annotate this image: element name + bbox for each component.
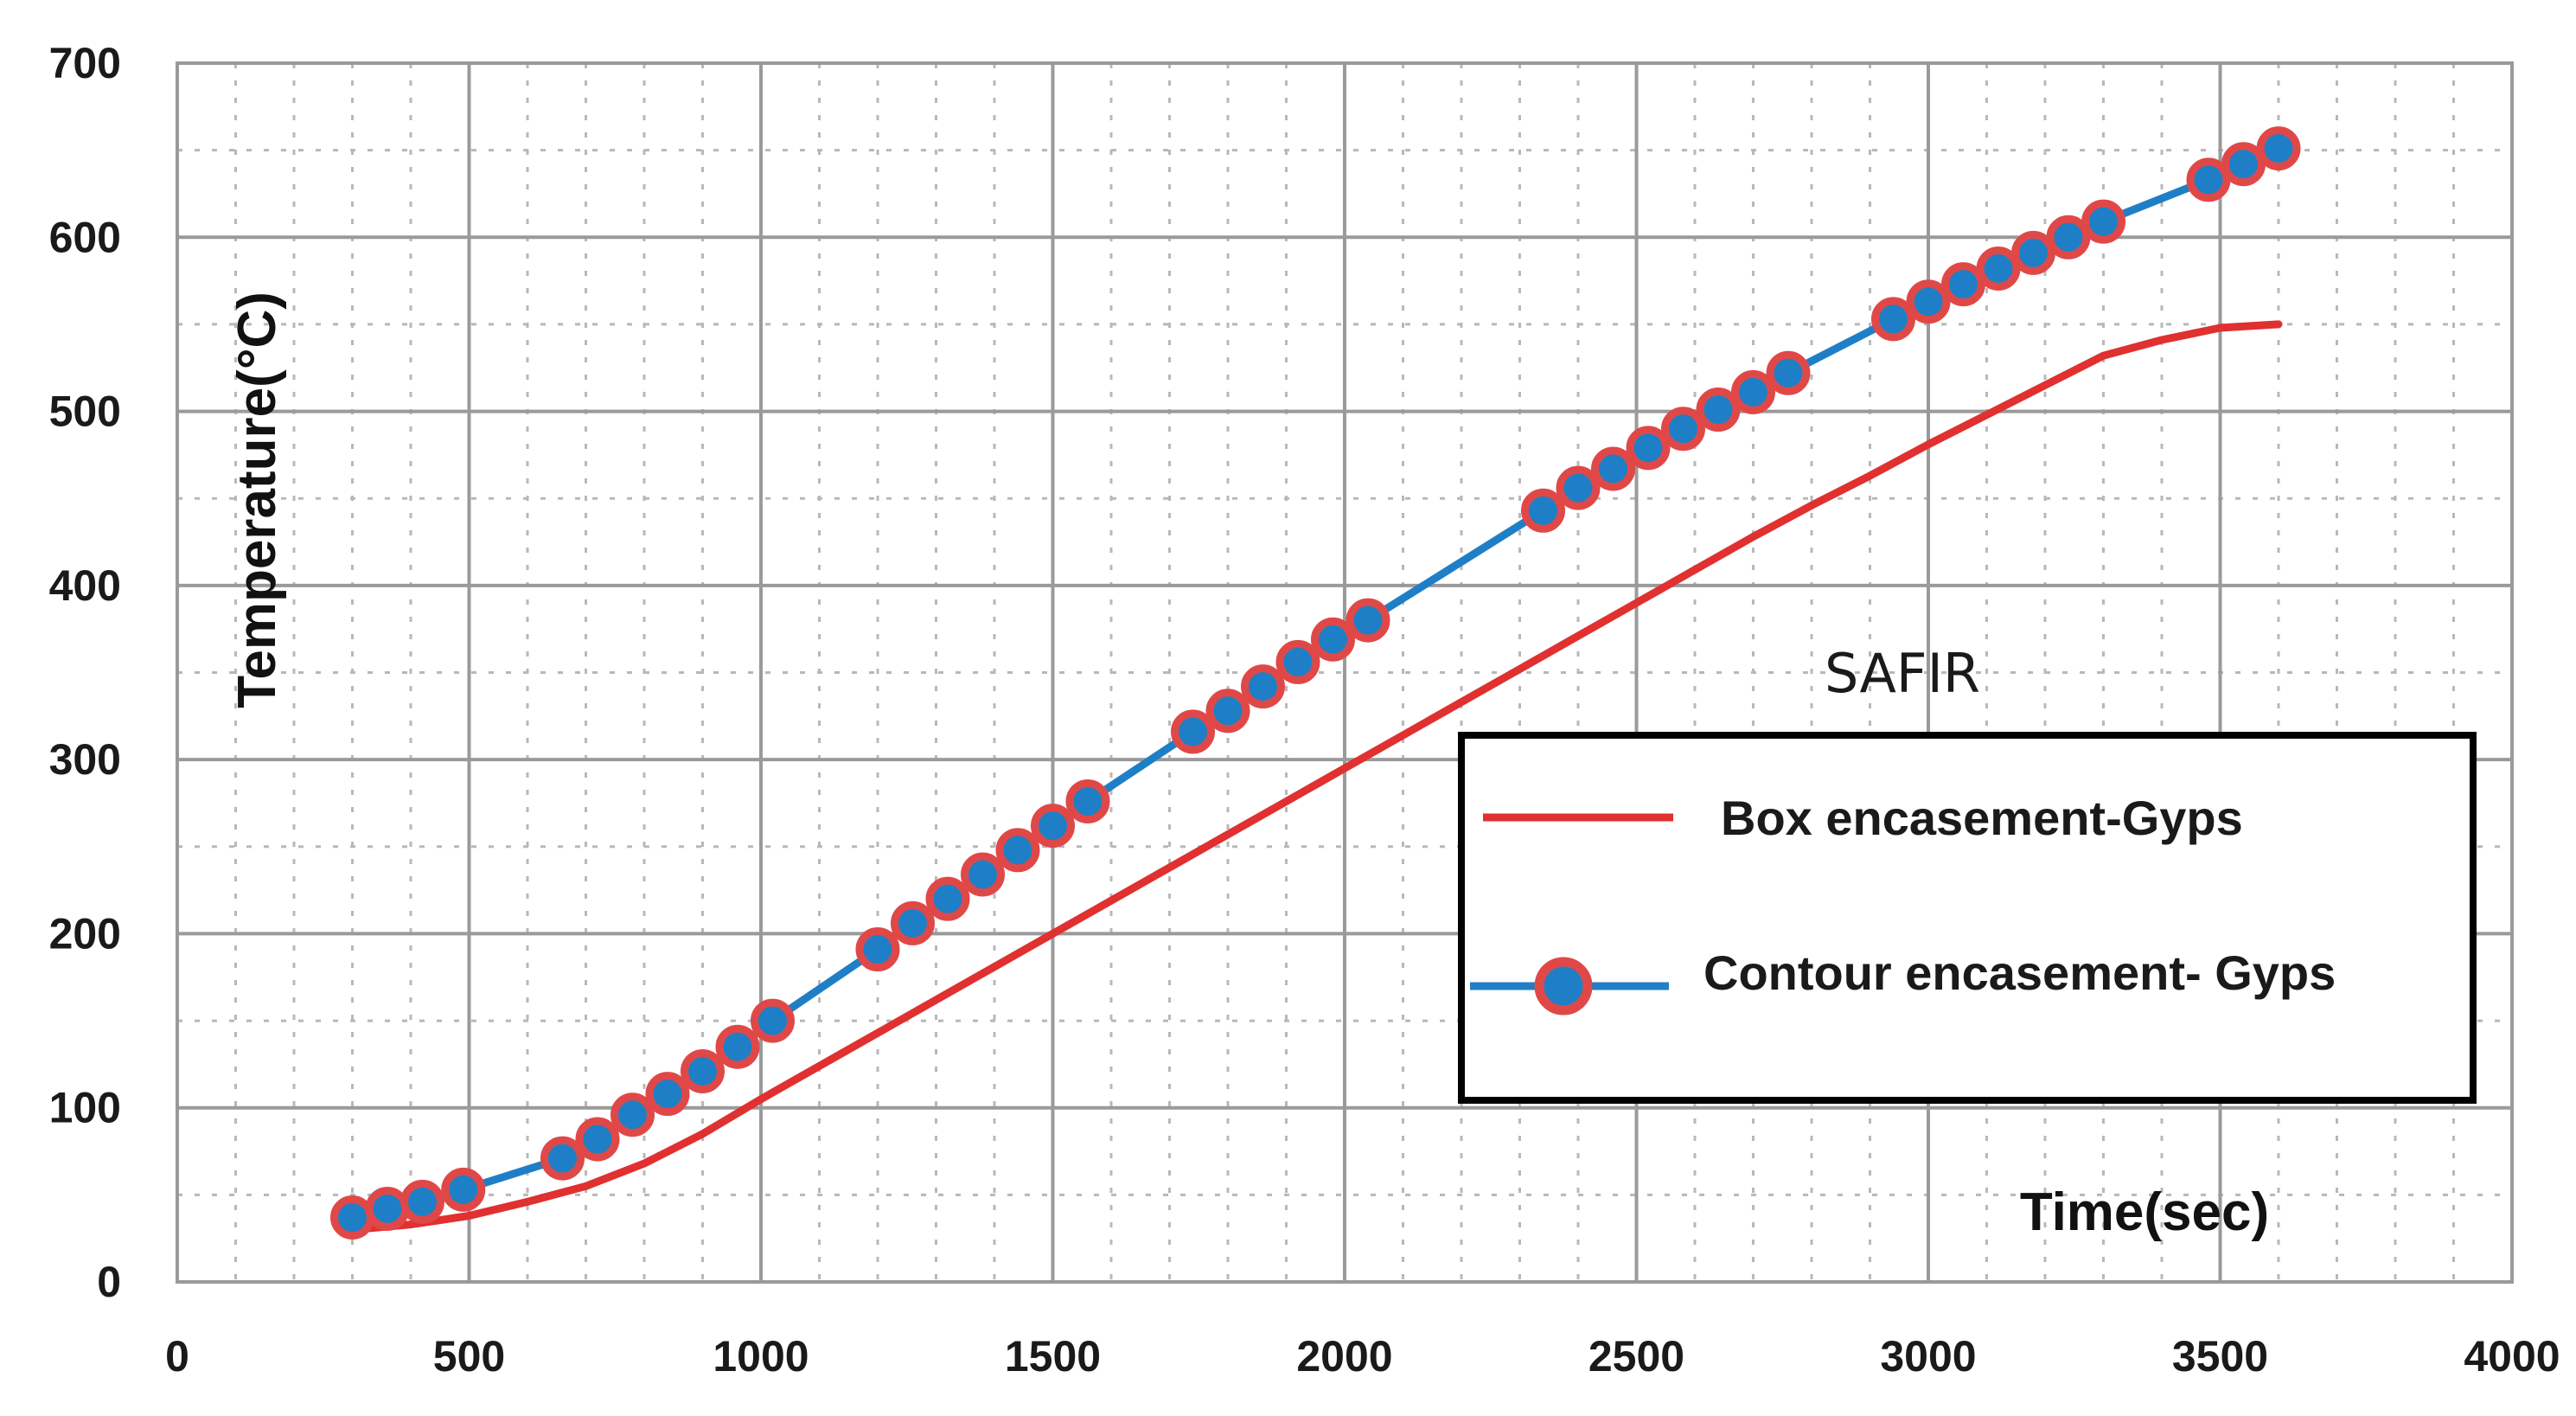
- data-point: [1766, 350, 1811, 395]
- data-point: [1346, 598, 1390, 643]
- legend-label-contour-encasement: Contour encasement- Gyps: [1703, 945, 2336, 1000]
- y-tick-label: 100: [49, 1084, 121, 1132]
- data-point: [2081, 199, 2125, 244]
- y-tick-label: 300: [49, 735, 121, 784]
- data-point: [1661, 407, 1705, 452]
- x-tick-label: 0: [165, 1332, 189, 1381]
- x-tick-label: 1000: [713, 1332, 809, 1381]
- data-point: [1521, 488, 1565, 533]
- x-tick-label: 2500: [1588, 1332, 1684, 1381]
- data-point: [995, 828, 1040, 873]
- safir-annotation: SAFIR: [1825, 642, 1980, 705]
- data-point: [1205, 689, 1250, 734]
- data-point: [330, 1195, 374, 1240]
- x-axis-tick-labels: 0 500 1000 1500 2000 2500 3000 3500 4000: [165, 1332, 2560, 1381]
- data-point: [441, 1167, 486, 1212]
- data-point: [1906, 279, 1951, 324]
- x-tick-label: 1500: [1005, 1332, 1101, 1381]
- data-point: [1171, 709, 1215, 754]
- data-point: [1626, 426, 1671, 471]
- data-point: [2186, 157, 2231, 202]
- legend-marker-contour-encasement: [1534, 957, 1593, 1016]
- data-point: [681, 1048, 725, 1093]
- y-axis-title: Temperature(°C): [227, 292, 287, 708]
- data-point: [400, 1179, 444, 1224]
- data-point: [610, 1092, 655, 1137]
- legend-label-box-encasement: Box encasement-Gyps: [1721, 791, 2243, 845]
- y-tick-label: 0: [97, 1258, 121, 1306]
- y-tick-label: 500: [49, 388, 121, 436]
- x-tick-label: 3000: [1880, 1332, 1976, 1381]
- data-point: [1871, 297, 1915, 342]
- data-point: [891, 900, 935, 945]
- data-point: [1731, 369, 1775, 414]
- data-point: [925, 876, 970, 921]
- series-line-box-encasement: [348, 320, 2283, 1234]
- data-point: [2046, 215, 2091, 259]
- legend: Box encasement-Gyps Contour encasement- …: [1458, 732, 2477, 1104]
- y-tick-label: 200: [49, 909, 121, 958]
- data-point: [961, 852, 1005, 897]
- data-point: [1065, 778, 1110, 823]
- y-tick-label: 600: [49, 213, 121, 261]
- data-point: [751, 998, 795, 1043]
- plot-area-frame: [176, 61, 2514, 1284]
- y-axis-tick-labels: 0 100 200 300 400 500 600 700: [49, 39, 121, 1306]
- data-point: [1031, 804, 1075, 849]
- minor-gridlines: [177, 63, 2512, 1282]
- data-point: [2221, 142, 2266, 187]
- data-point: [540, 1136, 585, 1181]
- data-point: [2011, 230, 2055, 275]
- x-axis-title: Time(sec): [2020, 1182, 2269, 1242]
- data-point: [575, 1117, 620, 1162]
- data-point: [1976, 247, 2021, 292]
- x-tick-label: 500: [433, 1332, 505, 1381]
- y-tick-label: 700: [49, 39, 121, 87]
- y-tick-label: 400: [49, 561, 121, 610]
- data-point: [1941, 262, 1985, 307]
- data-point: [1696, 388, 1741, 432]
- data-point: [2256, 126, 2301, 171]
- data-point: [1275, 639, 1320, 684]
- data-point: [855, 927, 900, 972]
- x-tick-label: 3500: [2172, 1332, 2268, 1381]
- legend-box: [1458, 732, 2477, 1104]
- series-layer: [330, 126, 2301, 1240]
- data-point: [715, 1024, 760, 1069]
- data-point: [1556, 465, 1601, 510]
- data-point: [365, 1186, 410, 1231]
- data-point: [645, 1072, 690, 1117]
- x-tick-label: 2000: [1296, 1332, 1392, 1381]
- data-point: [1591, 446, 1635, 491]
- data-point: [1311, 617, 1355, 662]
- x-tick-label: 4000: [2464, 1332, 2560, 1381]
- data-point: [1241, 664, 1285, 709]
